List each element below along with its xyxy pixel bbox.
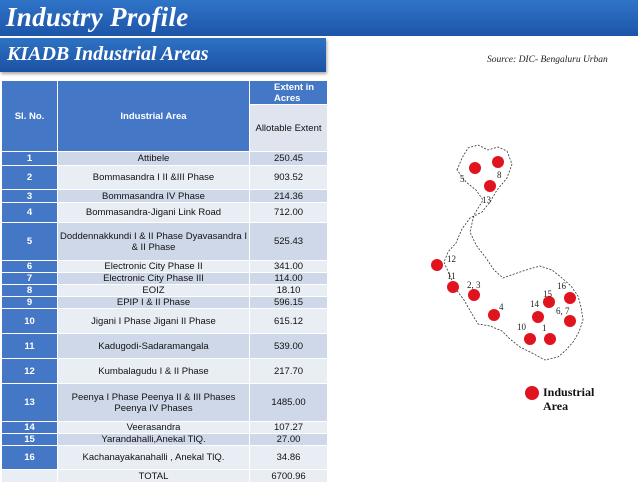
total-value: 6700.96 (249, 469, 328, 483)
total-empty (1, 469, 58, 483)
map-label: 12 (447, 254, 456, 264)
map-label: 2, 3 (467, 280, 481, 290)
cell-slno: 5 (1, 222, 58, 261)
table-row: 2 Bommasandra I II &III Phase 903.52 (1, 165, 328, 190)
map-label: 15 (543, 289, 553, 299)
header-slno: Sl. No. (1, 80, 58, 152)
cell-extent: 18.10 (249, 284, 328, 297)
total-row: TOTAL 6700.96 (1, 469, 328, 483)
marker-layer: 5 8 13 12 11 2, 3 16 15 4 14 6, 7 10 1 (431, 156, 576, 345)
industrial-area-marker (469, 162, 481, 174)
cell-extent: 525.43 (249, 222, 328, 261)
map-label: 6, 7 (556, 306, 570, 316)
cell-extent: 615.12 (249, 308, 328, 334)
industrial-area-marker (564, 315, 576, 327)
table-row: 16 Kachanayakanahalli , Anekal TlQ. 34.86 (1, 445, 328, 470)
industrial-area-marker (431, 259, 443, 271)
cell-slno: 6 (1, 260, 58, 273)
industrial-area-marker (468, 289, 480, 301)
table-row: 5 Doddennakkundi I & II Phase Dyavasandra… (1, 222, 328, 261)
cell-slno: 4 (1, 202, 58, 223)
map-label: 1 (542, 323, 547, 333)
table-row: 11 Kadugodi-Sadaramangala 539.00 (1, 333, 328, 359)
map-label: 11 (447, 271, 456, 281)
industrial-area-marker (447, 281, 459, 293)
cell-extent: 539.00 (249, 333, 328, 359)
cell-slno: 14 (1, 421, 58, 434)
industrial-area-marker (524, 333, 536, 345)
table-row: 12 Kumbalagudu I & II Phase 217.70 (1, 358, 328, 384)
map-label: 8 (497, 170, 502, 180)
industrial-area-marker (543, 296, 555, 308)
cell-slno: 16 (1, 445, 58, 470)
cell-extent: 34.86 (249, 445, 328, 470)
header-area: Industrial Area (57, 80, 250, 152)
legend-marker (525, 386, 539, 400)
cell-area: Bommasandra I II &III Phase (57, 165, 250, 190)
cell-slno: 15 (1, 433, 58, 446)
cell-extent: 250.45 (249, 151, 328, 166)
industrial-areas-table: Sl. No. Industrial Area Extent in Acres … (1, 80, 328, 483)
cell-extent: 214.36 (249, 189, 328, 203)
cell-slno: 2 (1, 165, 58, 190)
industrial-area-marker (564, 292, 576, 304)
industrial-area-marker (544, 333, 556, 345)
source-note: Source: DIC- Bengaluru Urban (487, 55, 608, 65)
cell-slno: 3 (1, 189, 58, 203)
map-label: 4 (499, 302, 504, 312)
cell-extent: 712.00 (249, 202, 328, 223)
page-title: Industry Profile (6, 2, 189, 32)
cell-slno: 11 (1, 333, 58, 359)
map-label: 10 (517, 322, 527, 332)
cell-slno: 7 (1, 272, 58, 285)
map-label: 16 (557, 281, 567, 291)
table-row: 4 Bommasandra-Jigani Link Road 712.00 (1, 202, 328, 223)
cell-extent: 217.70 (249, 358, 328, 384)
cell-extent: 107.27 (249, 421, 328, 434)
map-label: 13 (482, 195, 492, 205)
industrial-area-marker (492, 156, 504, 168)
cell-area: Kumbalagudu I & II Phase (57, 358, 250, 384)
header-allotable: Allotable Extent (249, 104, 328, 152)
cell-area: Peenya I Phase Peenya II & III Phases Pe… (57, 383, 250, 422)
table-row: 7 Electronic City Phase III 114.00 (1, 272, 328, 285)
total-label: TOTAL (57, 469, 250, 483)
industrial-area-marker (532, 311, 544, 323)
cell-slno: 12 (1, 358, 58, 384)
cell-area: Bommasandra-Jigani Link Road (57, 202, 250, 223)
map-label: 14 (530, 299, 540, 309)
legend-label: Industrial Area (543, 385, 595, 413)
industrial-area-marker (488, 309, 500, 321)
title-bar: Industry Profile (0, 0, 638, 36)
cell-area: Kadugodi-Sadaramangala (57, 333, 250, 359)
subtitle-bar: KIADB Industrial Areas (0, 38, 326, 72)
section-subtitle: KIADB Industrial Areas (7, 43, 209, 65)
cell-slno: 1 (1, 151, 58, 166)
cell-extent: 1485.00 (249, 383, 328, 422)
map-label: 5 (460, 174, 465, 184)
cell-area: Doddennakkundi I & II Phase Dyavasandra … (57, 222, 250, 261)
cell-slno: 13 (1, 383, 58, 422)
cell-extent: 903.52 (249, 165, 328, 190)
cell-area: Kachanayakanahalli , Anekal TlQ. (57, 445, 250, 470)
cell-slno: 10 (1, 308, 58, 334)
industrial-area-marker (484, 180, 496, 192)
table-row: 13 Peenya I Phase Peenya II & III Phases … (1, 383, 328, 422)
district-outline (443, 144, 584, 361)
cell-slno: 9 (1, 296, 58, 309)
